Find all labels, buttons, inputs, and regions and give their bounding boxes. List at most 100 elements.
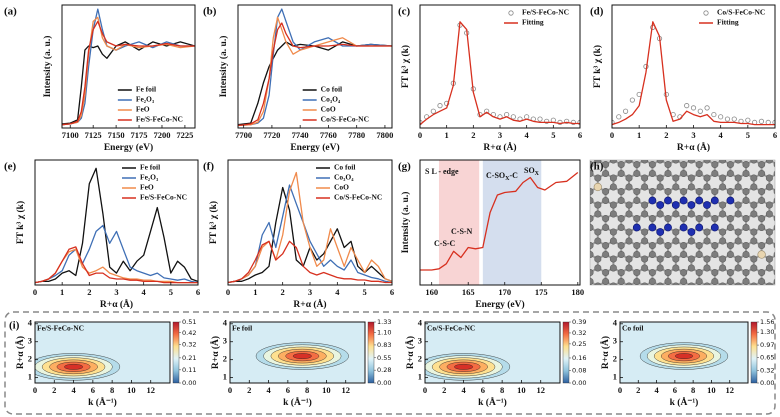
x-tick-label: 160 (425, 287, 438, 297)
x-tick-label: 7760 (320, 130, 337, 140)
colorbar (367, 321, 375, 384)
colorbar (562, 321, 570, 384)
x-tick-label: 1 (445, 130, 449, 140)
x-tick-label: 7125 (85, 130, 102, 140)
data-point (616, 114, 622, 120)
colorbar-tick-label: 0.32 (572, 329, 586, 337)
y-axis-title: FT k³ χ (k) (592, 45, 603, 88)
legend-label: Fe/S-FeCo-NC (140, 193, 187, 202)
x-tick-label: 7100 (62, 130, 79, 140)
y-axis-title: R+α (Å) (14, 336, 26, 369)
x-tick-label: 7800 (376, 130, 393, 140)
x-tick-label: 4 (525, 130, 530, 140)
y-tick-label: 3 (613, 336, 617, 346)
x-tick-label: 4 (266, 385, 271, 395)
x-tick-label: 0 (618, 385, 622, 395)
x-tick-label: 3 (114, 287, 118, 297)
annotation-subscript: X (535, 171, 540, 177)
y-axis-title: Intensity (a. u.) (400, 192, 411, 254)
legend-label: Co foil (334, 163, 355, 172)
series-line (420, 171, 579, 271)
panel-label: (c) (398, 6, 411, 18)
x-tick-label: 7780 (348, 130, 365, 140)
series-line (62, 20, 195, 126)
y-tick-label: 1 (28, 372, 32, 382)
annotation: SOX (524, 166, 540, 178)
x-tick-label: 12 (536, 385, 545, 395)
series-line (420, 21, 580, 126)
legend-label: Co foil (321, 85, 342, 94)
x-tick-label: 8 (110, 385, 114, 395)
colorbar-tick-label: 0.42 (182, 329, 196, 337)
series-line (228, 171, 392, 284)
x-axis-title: R+α (Å) (677, 141, 710, 153)
colorbar-tick-label: 0.00 (377, 379, 391, 387)
data-point (564, 118, 570, 124)
axes-frame (229, 321, 366, 384)
annotation-subscript: X (505, 176, 510, 182)
legend-label: CoO (334, 183, 349, 192)
legend-label: FeO (136, 105, 150, 114)
y-tick-label: 4 (418, 318, 423, 328)
contour-peak (64, 363, 84, 370)
legend-label: Fitting (717, 18, 739, 27)
data-point (544, 118, 550, 124)
x-tick-label: 0 (418, 130, 422, 140)
y-tick-label: 2 (613, 354, 617, 364)
y-tick-label: 1 (223, 372, 227, 382)
shaded-band (482, 160, 542, 285)
x-tick-label: 4 (142, 287, 147, 297)
legend-label: CoO (321, 105, 336, 114)
y-tick-label: 3 (418, 336, 422, 346)
x-tick-label: 12 (146, 385, 155, 395)
x-tick-label: 10 (707, 385, 716, 395)
x-tick-label: 0 (33, 385, 37, 395)
contour-title: Co foil (622, 324, 643, 333)
y-axis-title: R+α (Å) (209, 336, 221, 369)
data-point (745, 117, 751, 123)
x-tick-label: 7150 (108, 130, 125, 140)
series-line (238, 8, 392, 127)
legend-label: FeO (140, 183, 154, 192)
y-tick-label: 3 (223, 336, 227, 346)
legend-marker (703, 10, 709, 16)
x-tick-label: 3 (308, 287, 312, 297)
data-point (758, 118, 765, 124)
colorbar-tick-label: 0.65 (760, 354, 774, 362)
y-axis-title: FT k³ χ (k) (208, 201, 219, 244)
x-axis-title: R+α (Å) (483, 141, 516, 153)
x-tick-label: 6 (578, 130, 582, 140)
legend-label: Fe₂O₃ (140, 173, 159, 182)
x-tick-label: 6 (286, 385, 290, 395)
y-axis-title: Intensity (a. u.) (218, 36, 229, 98)
x-tick-label: 2 (664, 130, 668, 140)
legend-label: Fe foil (136, 85, 156, 94)
colorbar-tick-label: 1.30 (760, 328, 774, 336)
x-tick-label: 2 (281, 287, 285, 297)
y-tick-label: 2 (418, 354, 422, 364)
y-tick-label: 1 (613, 372, 617, 382)
panel-label: (b) (203, 6, 217, 18)
x-tick-label: 2 (636, 385, 640, 395)
x-tick-label: 5 (746, 130, 750, 140)
x-tick-label: 10 (517, 385, 526, 395)
colorbar-tick-label: 0.00 (572, 379, 586, 387)
x-tick-label: 3 (691, 130, 695, 140)
x-tick-label: 7225 (176, 130, 193, 140)
panel-label: (a) (4, 6, 17, 18)
y-tick-label: 2 (223, 354, 227, 364)
x-tick-label: 6 (673, 385, 677, 395)
series-line (35, 224, 198, 284)
x-tick-label: 5 (363, 287, 367, 297)
x-tick-label: 7175 (131, 130, 148, 140)
contour-peak (292, 353, 312, 359)
panel-label: (e) (4, 161, 17, 173)
data-point (510, 114, 516, 120)
axes-frame (424, 321, 561, 384)
x-axis-title: R+α (Å) (293, 298, 326, 310)
colorbar-tick-label: 1.56 (760, 318, 774, 326)
x-tick-label: 6 (390, 287, 394, 297)
legend-label: Fe₂O₃ (136, 95, 155, 104)
x-tick-label: 170 (498, 287, 511, 297)
annotation: C-S-C (434, 239, 456, 248)
